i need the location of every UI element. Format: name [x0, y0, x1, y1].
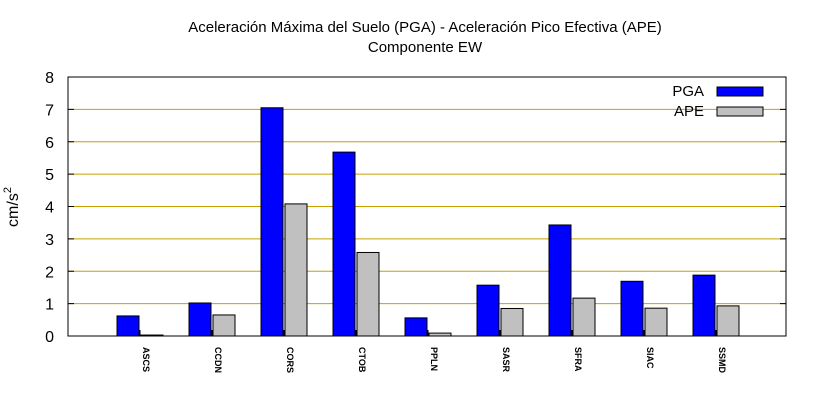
- x-tick-labels: ASCS CCDN CORS CTOB PPLN SASR SFRA SIAC SSMD: [141, 347, 727, 374]
- y-axis-label-unit: cm/s: [5, 193, 22, 227]
- bar-ape-sasr: [500, 307, 524, 337]
- chart-subtitle: Componente EW: [368, 39, 483, 56]
- y-tick-label: 4: [45, 200, 54, 217]
- bar-ape-ctob: [356, 251, 380, 337]
- x-tick-label: ASCS: [141, 347, 151, 372]
- axes: [67, 76, 787, 337]
- bar-pga-cors: [260, 107, 284, 337]
- x-tick-label: SASR: [501, 347, 511, 373]
- chart-title: Aceleración Máxima del Suelo (PGA) - Ace…: [188, 19, 662, 36]
- x-tick-label: SIAC: [645, 347, 655, 369]
- bar-pga-ascs: [116, 315, 140, 337]
- legend-swatch: [716, 86, 764, 97]
- bar-ape-cors: [284, 203, 308, 337]
- bar-ape-ssmd: [716, 305, 740, 337]
- plot-frame: [67, 76, 787, 337]
- y-axis-label-exponent: 2: [2, 187, 14, 193]
- x-tick-label: CORS: [285, 347, 295, 373]
- y-tick-labels: 0 1 2 3 4 5 6 7 8: [45, 70, 54, 346]
- y-tick-label: 8: [45, 70, 54, 87]
- grid-lines: [68, 108, 786, 305]
- bar-pga-sfra: [548, 224, 572, 337]
- legend-label: APE: [674, 103, 704, 120]
- bar-pga-ctob: [332, 151, 356, 337]
- bar-pga-siac: [620, 280, 644, 337]
- legend: PGA APE: [672, 83, 764, 120]
- bar-pga-ccdn: [188, 302, 212, 337]
- bar-pga-ssmd: [692, 274, 716, 337]
- y-tick-label: 2: [45, 264, 54, 281]
- bar-ape-siac: [644, 307, 668, 337]
- bar-pga-ppln: [404, 317, 428, 337]
- legend-label: PGA: [672, 83, 704, 100]
- y-tick-label: 0: [45, 329, 54, 346]
- y-tick-label: 6: [45, 135, 54, 152]
- y-axis-label: cm/s2: [2, 187, 22, 227]
- y-tick-label: 3: [45, 232, 54, 249]
- x-tick-label: CCDN: [213, 347, 223, 373]
- bar-ape-sfra: [572, 297, 596, 337]
- x-tick-label: CTOB: [357, 347, 367, 373]
- x-tick-label: SSMD: [717, 347, 727, 374]
- x-tick-label: PPLN: [429, 347, 439, 371]
- y-tick-label: 5: [45, 167, 54, 184]
- y-tick-label: 7: [45, 102, 54, 119]
- y-tick-label: 1: [45, 297, 54, 314]
- bar-ape-ccdn: [212, 314, 236, 337]
- bar-pga-sasr: [476, 284, 500, 337]
- bars: [116, 107, 740, 337]
- legend-swatch: [716, 106, 764, 117]
- x-tick-label: SFRA: [573, 347, 583, 372]
